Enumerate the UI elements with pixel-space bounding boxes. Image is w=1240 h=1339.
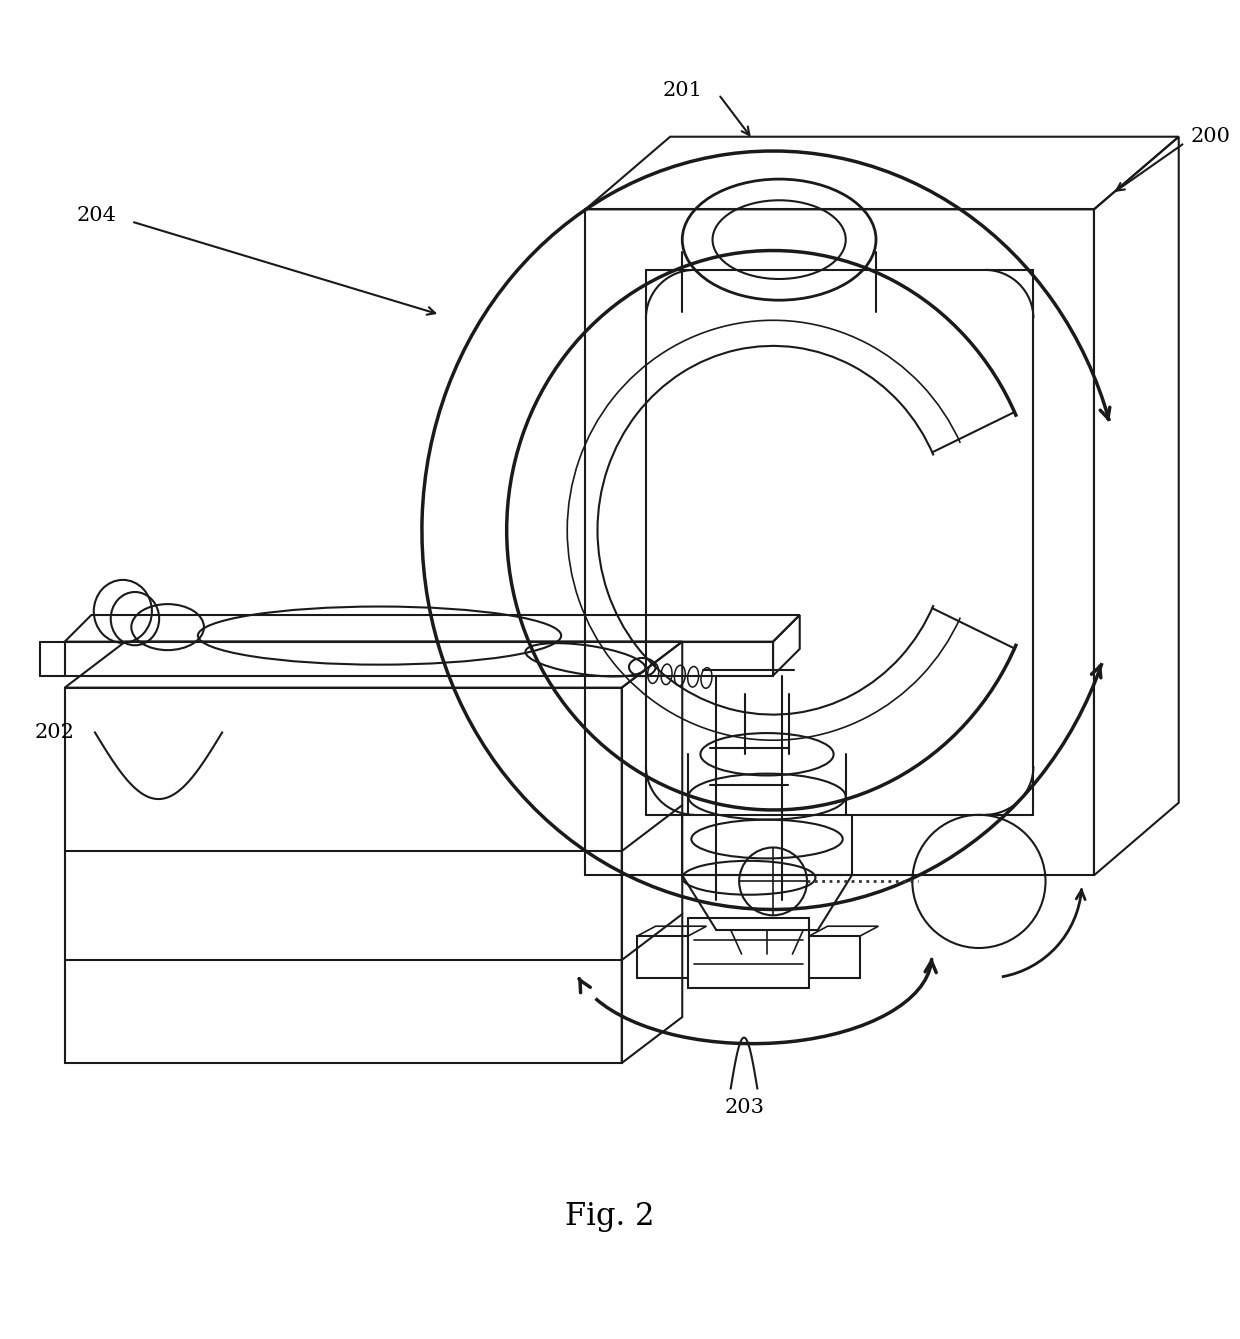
Text: Fig. 2: Fig. 2 bbox=[565, 1201, 655, 1232]
Text: 203: 203 bbox=[724, 1098, 765, 1117]
Text: 201: 201 bbox=[662, 82, 702, 100]
Text: 202: 202 bbox=[35, 723, 74, 742]
Text: 204: 204 bbox=[77, 206, 117, 225]
Text: 200: 200 bbox=[1190, 127, 1231, 146]
